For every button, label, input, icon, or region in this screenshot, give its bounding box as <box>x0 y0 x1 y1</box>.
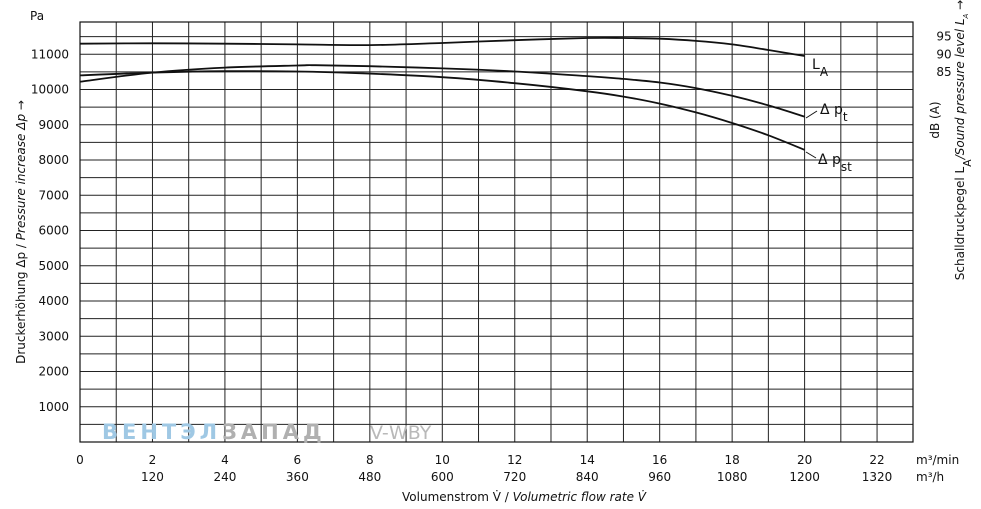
right-tick-label: 95 <box>936 30 951 44</box>
x-tick-label-min: 14 <box>580 453 595 467</box>
right-tick-label: 90 <box>936 47 951 61</box>
watermark-part3: V- <box>370 422 389 444</box>
x-tick-label-min: 16 <box>652 453 667 467</box>
right-axis-title-en-sub: A <box>962 13 970 19</box>
y-tick-label: 10000 <box>31 83 69 97</box>
right-tick-label: 85 <box>936 65 951 79</box>
x-tick-label-h: 360 <box>286 470 309 484</box>
y-tick-label: 3000 <box>38 329 69 343</box>
curve-pst-label: Δ pst <box>818 152 852 174</box>
x-tick-label-h: 720 <box>503 470 526 484</box>
x-tick-label-h: 960 <box>648 470 671 484</box>
x-tick-label-min: 4 <box>221 453 229 467</box>
right-axis-title: Schalldruckpegel LA/Sound pressure level… <box>953 0 974 280</box>
curve-pt-leader <box>805 110 818 119</box>
x-tick-label-min: 12 <box>507 453 522 467</box>
curve-pt <box>79 64 805 118</box>
watermark-part4: WBY <box>389 422 432 444</box>
watermark-part1: ВЕНТЭЛ <box>102 420 221 444</box>
y-tick-label: 1000 <box>38 400 69 414</box>
y-unit-label: Pa <box>30 9 44 23</box>
y-axis-title-en: Pressure increase Δp → <box>14 100 28 240</box>
curve-la <box>79 36 805 57</box>
y-tick-label: 7000 <box>38 188 69 202</box>
x-tick-label-min: 22 <box>869 453 884 467</box>
grid-lines <box>80 22 913 442</box>
x-tick-label-min: 8 <box>366 453 374 467</box>
plot-frame <box>79 21 914 443</box>
curve-pst-leader <box>805 151 817 159</box>
x-axis-title: Volumenstrom V̇ / Volumetric flow rate V… <box>402 490 647 504</box>
curve-pst <box>79 70 805 151</box>
y-axis-title: Druckerhöhung Δp / Pressure increase Δp … <box>14 100 28 364</box>
x-tick-label-h: 1080 <box>717 470 748 484</box>
curve-la-label-main: L <box>812 57 820 73</box>
x-tick-label-min: 2 <box>149 453 157 467</box>
x-tick-label-min: 6 <box>294 453 302 467</box>
x-tick-label-h: 1200 <box>789 470 820 484</box>
y-tick-label: 4000 <box>38 294 69 308</box>
tick-labels: 1000200030004000500060007000800090001000… <box>31 30 952 484</box>
x-unit-h: m³/h <box>916 470 944 484</box>
right-axis-unit: dB (A) <box>928 101 942 138</box>
y-tick-label: 9000 <box>38 118 69 132</box>
right-axis-title-arrow: → <box>953 0 967 14</box>
curve-pst-label-main: Δ p <box>818 152 841 168</box>
x-tick-label-h: 240 <box>213 470 236 484</box>
x-axis-title-de: Volumenstrom V̇ / <box>402 490 513 504</box>
right-axis-title-en: /Sound pressure level L <box>953 18 967 160</box>
y-tick-label: 5000 <box>38 259 69 273</box>
curve-pt-label: Δ pt <box>820 102 848 124</box>
watermark-part2: ЗАПАД <box>222 420 326 444</box>
x-unit-min: m³/min <box>916 453 959 467</box>
x-tick-label-h: 120 <box>141 470 164 484</box>
x-axis-title-en: Volumetric flow rate V̇ <box>513 490 647 504</box>
y-tick-label: 2000 <box>38 365 69 379</box>
right-axis-title-de: Schalldruckpegel L <box>953 167 967 281</box>
x-tick-label-min: 20 <box>797 453 812 467</box>
curve-pt-label-sub: t <box>843 110 848 124</box>
y-tick-label: 8000 <box>38 153 69 167</box>
watermark: ВЕНТЭЛ ЗАПАД V- WBY <box>102 420 432 444</box>
curve-pt-label-main: Δ p <box>820 102 843 118</box>
y-axis-title-de: Druckerhöhung Δp / <box>14 240 28 364</box>
curve-la-label: LA <box>812 57 829 79</box>
curve-la-label-sub: A <box>820 65 829 79</box>
x-tick-label-h: 600 <box>431 470 454 484</box>
curve-pst-label-sub: st <box>841 160 852 174</box>
x-tick-label-min: 18 <box>724 453 739 467</box>
x-tick-label-min: 0 <box>76 453 84 467</box>
x-tick-label-min: 10 <box>435 453 450 467</box>
x-tick-label-h: 480 <box>358 470 381 484</box>
y-tick-label: 11000 <box>31 47 69 61</box>
right-axis-title-de-sub: A <box>961 159 974 167</box>
y-tick-label: 6000 <box>38 224 69 238</box>
curves: LAΔ ptΔ pst <box>79 36 852 174</box>
x-tick-label-h: 840 <box>576 470 599 484</box>
x-tick-label-h: 1320 <box>862 470 893 484</box>
